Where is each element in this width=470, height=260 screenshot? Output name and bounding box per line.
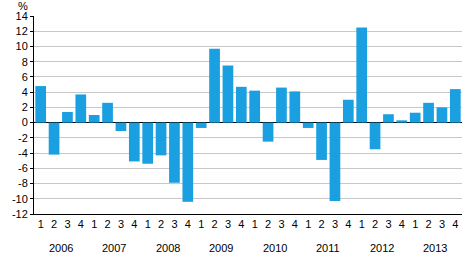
svg-text:4: 4 (78, 218, 84, 230)
svg-text:0: 0 (22, 116, 28, 128)
svg-text:3: 3 (332, 218, 338, 230)
svg-text:8: 8 (22, 56, 28, 68)
svg-text:12: 12 (16, 25, 28, 37)
svg-text:2: 2 (372, 218, 378, 230)
svg-text:2: 2 (318, 218, 324, 230)
svg-text:2013: 2013 (423, 242, 447, 254)
svg-text:-8: -8 (18, 177, 28, 189)
svg-text:2008: 2008 (156, 242, 180, 254)
svg-text:1: 1 (198, 218, 204, 230)
svg-text:4: 4 (22, 86, 28, 98)
svg-text:2006: 2006 (49, 242, 73, 254)
svg-text:3: 3 (171, 218, 177, 230)
svg-text:-6: -6 (18, 162, 28, 174)
svg-text:-12: -12 (12, 208, 28, 220)
svg-text:4: 4 (452, 218, 458, 230)
svg-text:2009: 2009 (209, 242, 233, 254)
svg-text:2010: 2010 (263, 242, 287, 254)
svg-text:4: 4 (131, 218, 137, 230)
svg-text:2: 2 (22, 101, 28, 113)
svg-text:2: 2 (104, 218, 110, 230)
svg-text:1: 1 (412, 218, 418, 230)
svg-text:4: 4 (185, 218, 191, 230)
svg-text:1: 1 (38, 218, 44, 230)
svg-text:1: 1 (359, 218, 365, 230)
svg-text:4: 4 (292, 218, 298, 230)
svg-text:3: 3 (64, 218, 70, 230)
svg-text:1: 1 (91, 218, 97, 230)
svg-text:2012: 2012 (370, 242, 394, 254)
svg-text:3: 3 (278, 218, 284, 230)
svg-text:1: 1 (252, 218, 258, 230)
svg-text:4: 4 (399, 218, 405, 230)
svg-text:-4: -4 (18, 147, 28, 159)
svg-text:14: 14 (16, 10, 28, 22)
svg-text:10: 10 (16, 40, 28, 52)
svg-text:4: 4 (345, 218, 351, 230)
svg-text:-10: -10 (12, 193, 28, 205)
svg-text:2011: 2011 (316, 242, 340, 254)
svg-text:-2: -2 (18, 132, 28, 144)
svg-text:1: 1 (145, 218, 151, 230)
svg-text:2: 2 (158, 218, 164, 230)
svg-text:2: 2 (265, 218, 271, 230)
svg-text:4: 4 (238, 218, 244, 230)
svg-text:3: 3 (439, 218, 445, 230)
svg-text:%: % (18, 0, 28, 12)
svg-text:3: 3 (118, 218, 124, 230)
svg-text:6: 6 (22, 71, 28, 83)
svg-text:1: 1 (305, 218, 311, 230)
svg-text:2: 2 (425, 218, 431, 230)
svg-text:2: 2 (51, 218, 57, 230)
svg-text:2007: 2007 (102, 242, 126, 254)
svg-text:3: 3 (225, 218, 231, 230)
svg-text:2: 2 (211, 218, 217, 230)
svg-text:3: 3 (385, 218, 391, 230)
